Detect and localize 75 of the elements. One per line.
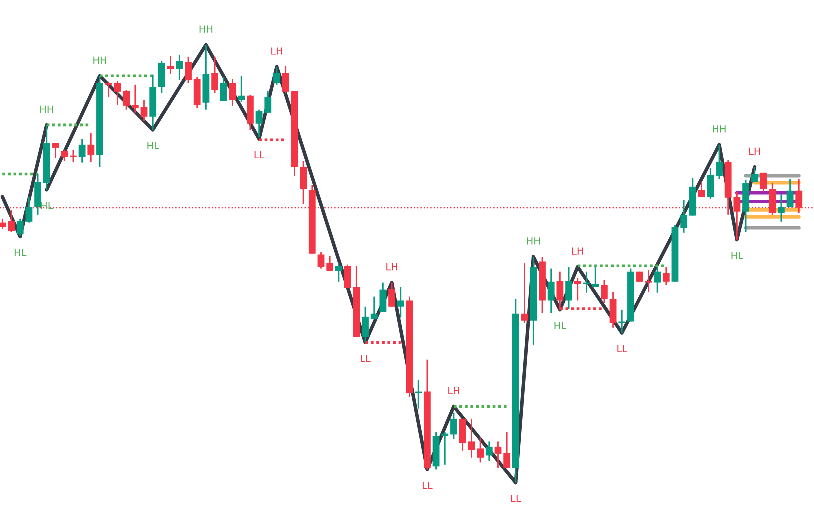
annotation: LH [749, 148, 760, 156]
candlestick [256, 109, 263, 138]
candlestick [88, 132, 95, 163]
candlestick [26, 196, 33, 224]
annotation: LH [272, 48, 282, 55]
candlestick [450, 412, 458, 440]
candlestick [388, 282, 396, 308]
annotation: LL [422, 482, 433, 490]
candlestick [477, 437, 484, 464]
annotation: LH [386, 264, 398, 271]
candlestick [8, 209, 15, 233]
annotation: HL [732, 252, 744, 260]
candlestick [654, 266, 661, 294]
annotation: HL [148, 142, 160, 150]
candlestick [786, 178, 794, 208]
candlestick [680, 199, 688, 234]
candlestick [504, 431, 511, 469]
candlestick [574, 277, 582, 302]
candlestick [78, 138, 86, 164]
candlestick [362, 306, 369, 344]
candlestick [335, 262, 342, 283]
candlestick [238, 75, 246, 103]
candlestick [264, 90, 272, 114]
candlestick [494, 441, 502, 469]
candlestick [344, 264, 352, 289]
annotation: HH [94, 56, 106, 64]
candlestick [220, 76, 228, 102]
candlestick [521, 262, 528, 324]
candlestick [442, 431, 449, 466]
candlestick [380, 282, 387, 313]
candlestick [370, 296, 378, 320]
candlestick [229, 78, 236, 107]
annotation: HH [527, 238, 540, 245]
candlestick [114, 80, 122, 106]
candlestick [105, 81, 112, 98]
annotation: LL [254, 151, 265, 159]
annotation: HL [554, 322, 566, 330]
candlestick [61, 149, 68, 162]
candlestick [716, 144, 723, 180]
candlestick [662, 266, 670, 286]
candlestick [132, 84, 139, 114]
candlestick [707, 167, 714, 200]
candlestick [212, 56, 218, 94]
candlestick [123, 89, 130, 111]
annotation: HH [40, 106, 54, 113]
candlestick [760, 172, 768, 193]
candlestick [397, 286, 404, 319]
candlestick [486, 441, 493, 462]
candlestick [318, 251, 325, 270]
candlestick [176, 54, 184, 81]
candlestick [600, 279, 608, 304]
annotation: HL [41, 202, 54, 210]
annotation: HL [14, 249, 27, 256]
candlestick [16, 218, 24, 237]
text: LL [511, 495, 522, 502]
candlestick [751, 166, 758, 183]
candlestick [167, 55, 174, 75]
candlestick [326, 255, 334, 272]
candlestick [566, 266, 572, 310]
candlestick [592, 266, 600, 288]
text: HH [200, 26, 213, 33]
annotation: HH [713, 126, 726, 133]
candlestick [300, 160, 307, 205]
annotation: LH [448, 387, 460, 394]
candlestick [185, 56, 192, 84]
candlestick [698, 181, 706, 198]
candlestick [548, 268, 555, 314]
annotation: LL [361, 355, 371, 362]
candlestick [52, 142, 60, 159]
candlestick [274, 66, 280, 86]
candlestick [0, 218, 6, 230]
annotation: LL [618, 345, 628, 352]
annotation: LH [572, 248, 584, 255]
candlestick [140, 100, 148, 122]
candlestick [778, 193, 785, 223]
